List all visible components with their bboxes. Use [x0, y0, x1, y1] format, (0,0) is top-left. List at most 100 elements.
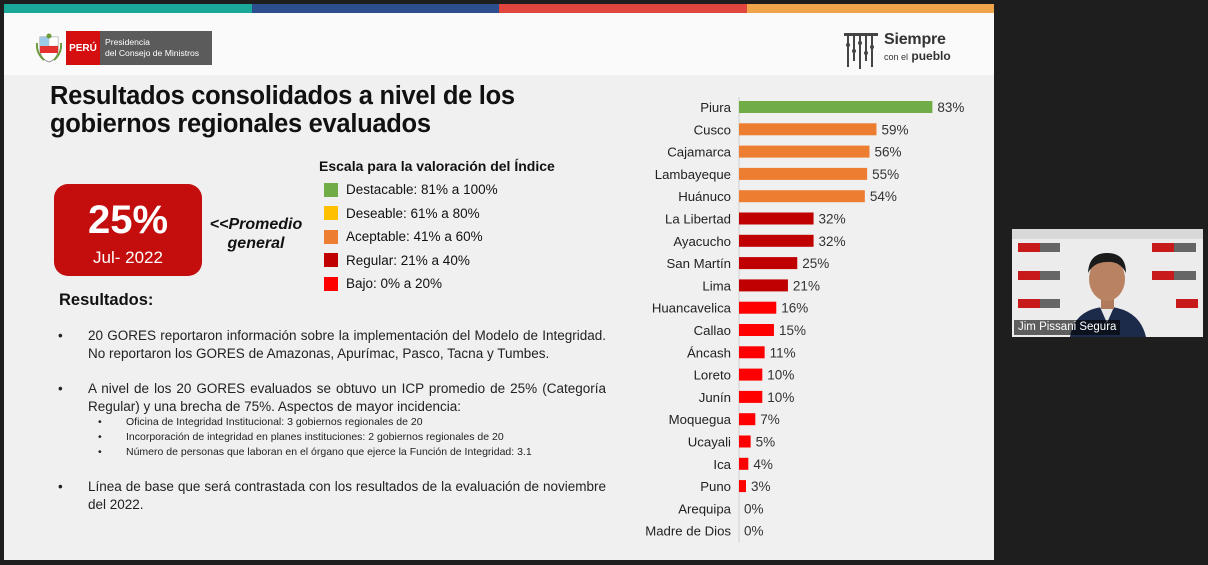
legend-swatch [324, 253, 338, 268]
value-label: 16% [781, 301, 808, 316]
regional-bar-chart: Piura 83% Cusco 59% Cajamarca 56% Lambayeque 55… [645, 97, 964, 543]
chart-bar [739, 324, 774, 336]
participant-video-feed [1012, 229, 1203, 337]
participant-name-label: Jim Pissani Segura [1014, 320, 1121, 335]
color-bar-blue [251, 4, 499, 13]
color-bar-red [499, 4, 747, 13]
legend-label: Regular: 21% a 40% [346, 252, 470, 268]
value-label: 7% [760, 412, 780, 427]
bullet-dot: • [58, 479, 63, 494]
value-label: 32% [819, 212, 846, 227]
category-label: Cajamarca [667, 145, 731, 160]
category-label: Huánuco [678, 189, 731, 204]
bullet-dot: • [58, 328, 63, 343]
category-label: Callao [694, 323, 731, 338]
chart-bar [739, 257, 798, 270]
average-kpi-label-line2: general [227, 235, 285, 252]
results-bullet: • Línea de base que será contrastada con… [58, 478, 606, 513]
category-label: Puno [700, 479, 731, 494]
sub-bullet-dot: • [98, 416, 102, 428]
category-label: Madre de Dios [645, 524, 731, 539]
results-list: • 20 GORES reportaron información sobre … [58, 327, 606, 513]
value-label: 83% [937, 100, 964, 115]
bullet-dot: • [58, 381, 63, 396]
category-label: Ica [713, 457, 731, 472]
pcm-logo-line2: del Consejo de Ministros [105, 48, 200, 58]
value-label: 56% [874, 145, 901, 160]
legend-label: Deseable: 61% a 80% [346, 205, 480, 221]
chart-bar [739, 167, 868, 180]
coat-of-arms-icon [36, 33, 62, 63]
results-bullet: • 20 GORES reportaron información sobre … [58, 327, 606, 362]
category-label: Ucayali [688, 435, 731, 450]
chart-bar [739, 279, 788, 292]
average-kpi-label-line1: <<Promedio [209, 216, 303, 233]
category-label: Áncash [687, 345, 731, 360]
slide-color-bar [4, 4, 994, 13]
value-label: 21% [793, 278, 820, 293]
slide-header: PERÚ Presidencia del Consejo de Ministro… [4, 13, 994, 75]
chart-bar [739, 390, 763, 403]
results-subitem-text: Oficina de Integridad Institucional: 3 g… [126, 416, 423, 428]
results-subitem-text: Incorporación de integridad en planes in… [126, 431, 504, 443]
legend-item: Destacable: 81% a 100% [324, 178, 498, 202]
legend-swatch [324, 229, 338, 244]
category-label: Moquegua [669, 412, 732, 427]
value-label: 54% [870, 189, 897, 204]
chart-bar [739, 457, 749, 470]
value-label: 3% [751, 479, 771, 494]
value-label: 25% [802, 256, 829, 271]
chart-bar [739, 413, 756, 426]
category-label: La Libertad [665, 212, 731, 227]
category-label: San Martín [666, 256, 731, 271]
slide-title-line1: Resultados consolidados a nivel de los [50, 82, 515, 110]
legend-swatch [324, 206, 338, 221]
value-label: 10% [767, 368, 794, 383]
pcm-logo: Presidencia del Consejo de Ministros [100, 31, 212, 65]
chart-bar [739, 368, 763, 381]
legend-item: Aceptable: 41% a 60% [324, 225, 498, 249]
chart-bar [739, 101, 933, 113]
chart-bar [739, 346, 765, 359]
value-label: 10% [767, 390, 794, 405]
category-label: Piura [700, 100, 731, 115]
siempre-logo-icon [844, 33, 878, 69]
legend-title: Escala para la valoración del Índice [319, 158, 555, 174]
value-label: 15% [779, 323, 806, 338]
value-label: 55% [872, 167, 899, 182]
slide-title: Resultados consolidados a nivel de los g… [50, 82, 610, 138]
siempre-big: pueblo [911, 49, 951, 63]
chart-bar [739, 480, 746, 493]
category-label: Loreto [694, 368, 731, 383]
value-label: 32% [819, 234, 846, 249]
legend-label: Destacable: 81% a 100% [346, 182, 498, 198]
shared-slide: PERÚ Presidencia del Consejo de Ministro… [4, 4, 994, 560]
color-bar-teal [4, 4, 252, 13]
slide-title-line2: gobiernos regionales evaluados [50, 110, 431, 138]
chart-bar [739, 145, 870, 158]
value-label: 4% [753, 457, 773, 472]
category-label: Ayacucho [673, 234, 731, 249]
results-bullet-text: A nivel de los 20 GORES evaluados se obt… [88, 381, 606, 414]
scale-legend: Destacable: 81% a 100% Deseable: 61% a 80… [324, 178, 498, 296]
pcm-logo-line1: Presidencia [105, 37, 150, 47]
average-kpi-box: 25% Jul- 2022 [54, 184, 202, 276]
category-label: Lambayeque [655, 167, 731, 182]
results-bullet: • A nivel de los 20 GORES evaluados se o… [58, 380, 606, 415]
legend-item: Regular: 21% a 40% [324, 249, 498, 273]
results-subitem: • Número de personas que laboran en el ór… [58, 445, 606, 460]
value-label: 5% [756, 435, 776, 450]
legend-label: Bajo: 0% a 20% [346, 276, 443, 292]
results-subitem: • Incorporación de integridad en planes i… [58, 430, 606, 445]
value-label: 11% [770, 345, 796, 360]
legend-swatch [324, 182, 338, 197]
category-label: Cusco [694, 122, 731, 137]
results-sublist: • Oficina de Integridad Institucional: 3 … [58, 415, 606, 460]
participant-video-tile[interactable]: Jim Pissani Segura [1012, 229, 1203, 337]
results-title: Resultados: [59, 291, 154, 309]
average-kpi-label: <<Promedio general [204, 215, 308, 253]
siempre-logo-subtext: con el pueblo [884, 49, 951, 63]
chart-bar [739, 190, 865, 203]
value-label: 0% [744, 524, 764, 539]
